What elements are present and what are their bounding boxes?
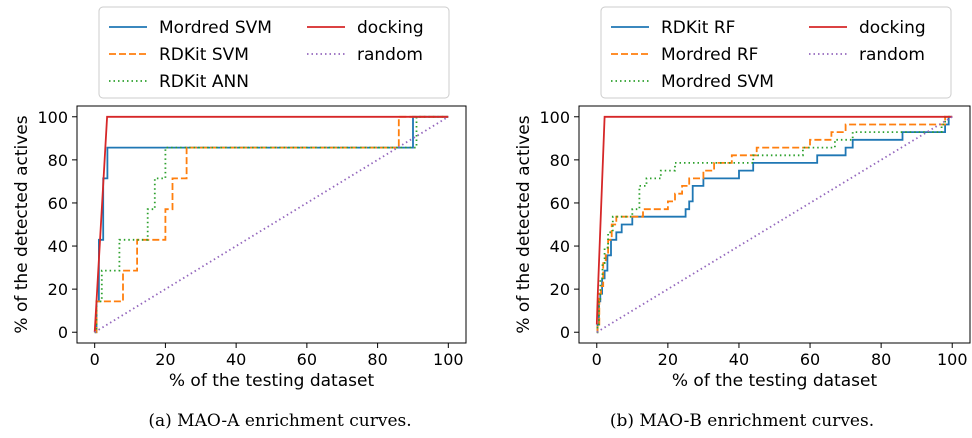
y-tick-label: 60 — [48, 194, 68, 213]
y-axis-title: % of the detected actives — [12, 115, 32, 333]
legend-label: Mordred RF — [661, 45, 758, 65]
y-tick-label: 80 — [48, 151, 68, 170]
x-tick-label: 20 — [658, 350, 678, 369]
x-tick-label: 60 — [800, 350, 820, 369]
legend-label: RDKit SVM — [159, 45, 249, 65]
series-line-rdkit-svm — [94, 115, 449, 334]
legend-label: Mordred SVM — [661, 72, 774, 92]
x-tick-label: 40 — [729, 350, 749, 369]
y-tick-label: 100 — [539, 108, 570, 127]
x-tick-label: 80 — [367, 350, 387, 369]
y-tick-label: 60 — [550, 194, 570, 213]
panel-mao-a: 0 20 40 60 80 100 0 20 40 60 80 100 % of the testing… — [12, 6, 467, 431]
legend-label: random — [357, 45, 423, 65]
legend-box — [98, 6, 450, 99]
x-tick-label: 60 — [297, 350, 317, 369]
plot-frame — [76, 105, 467, 344]
x-axis-title: % of the testing dataset — [672, 371, 878, 391]
figure-caption: (a) MAO-A enrichment curves. — [148, 411, 411, 431]
figure-caption: (b) MAO-B enrichment curves. — [610, 411, 874, 431]
y-tick-label: 40 — [550, 237, 570, 256]
series-line-mordred-rf — [596, 115, 953, 334]
legend-label: random — [859, 45, 925, 65]
y-axis-title: % of the detected actives — [514, 115, 534, 333]
x-tick-label: 100 — [937, 350, 968, 369]
x-axis-title: % of the testing dataset — [169, 371, 375, 391]
y-tick-label: 0 — [560, 323, 570, 342]
x-tick-label: 100 — [433, 350, 464, 369]
x-tick-label: 0 — [90, 350, 100, 369]
x-tick-label: 0 — [592, 350, 602, 369]
legend-label: docking — [357, 18, 424, 38]
y-tick-label: 0 — [58, 323, 68, 342]
y-tick-label: 80 — [550, 151, 570, 170]
y-tick-label: 20 — [550, 280, 570, 299]
x-tick-label: 20 — [155, 350, 175, 369]
series-line-random — [94, 116, 449, 333]
legend-label: RDKit RF — [661, 18, 735, 38]
y-tick-label: 40 — [48, 237, 68, 256]
y-tick-label: 20 — [48, 280, 68, 299]
plot-frame — [578, 105, 971, 344]
legend-label: RDKit ANN — [159, 72, 249, 92]
series-line-docking — [93, 115, 449, 333]
y-tick-label: 100 — [37, 108, 68, 127]
series-line-docking — [595, 115, 953, 325]
series-line-rdkit-rf — [596, 115, 953, 334]
series-line-rdkit-ann — [94, 115, 449, 334]
legend-box — [600, 6, 952, 99]
x-tick-label: 40 — [226, 350, 246, 369]
legend-label: Mordred SVM — [159, 18, 272, 38]
legend-label: docking — [859, 18, 926, 38]
panel-mao-b: 0 20 40 60 80 100 0 20 40 60 80 100 % of the testing… — [514, 6, 971, 431]
series-line-random — [596, 116, 953, 333]
x-tick-label: 80 — [871, 350, 891, 369]
